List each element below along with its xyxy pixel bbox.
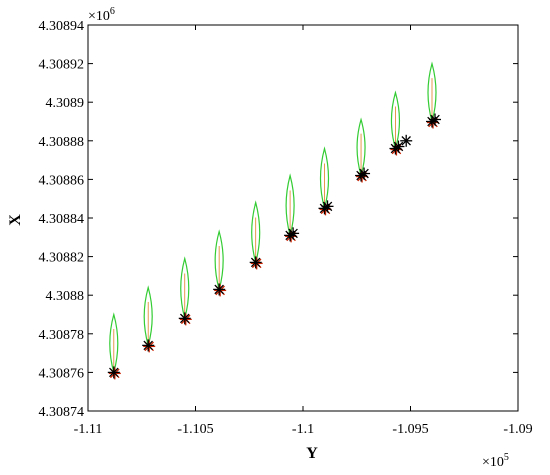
x-tick-label: -1.1: [292, 422, 314, 437]
y-tick-group: 4.30874 4.30876 4.30878 4.3088 4.30882 4.3088…: [39, 19, 518, 420]
data-point-marker: [287, 227, 300, 240]
x-tick-group: -1.11 -1.105 -1.1 -1.095 -1.09: [74, 25, 533, 437]
data-point-marker: [213, 283, 226, 296]
x-tick-label: -1.11: [74, 422, 103, 437]
y-tick-label: 4.3089: [46, 96, 85, 111]
data-point-marker: [429, 113, 441, 126]
y-tick-label: 4.30886: [39, 173, 85, 188]
y-tick-label: 4.30876: [39, 366, 85, 381]
x-tick-label: -1.105: [177, 422, 213, 437]
y-multiplier-exponent: 6: [110, 6, 115, 17]
x-axis-title: Y: [306, 445, 318, 462]
y-tick-label: 4.30892: [39, 58, 85, 73]
y-axis-title: X: [7, 214, 24, 226]
x-multiplier: ×105: [482, 452, 509, 470]
data-point-marker: [178, 312, 191, 325]
plot-area: [87, 24, 519, 412]
y-tick-label: 4.30884: [39, 212, 85, 227]
data-point-marker: [400, 134, 413, 147]
data-point-marker: [142, 339, 155, 352]
marker-group: [107, 113, 441, 380]
data-point-marker: [249, 256, 262, 269]
y-tick-label: 4.30878: [39, 328, 85, 343]
y-tick-label: 4.3088: [46, 289, 85, 304]
y-tick-label: 4.30888: [39, 135, 85, 150]
x-tick-label: -1.09: [503, 422, 532, 437]
y-tick-label: 4.30894: [39, 19, 85, 34]
data-point-marker: [321, 200, 334, 213]
y-tick-label: 4.30882: [39, 251, 85, 266]
data-point-marker: [358, 167, 371, 180]
y-multiplier: ×106: [88, 6, 115, 24]
data-point-marker: [392, 140, 405, 153]
data-point-marker: [107, 366, 120, 379]
x-multiplier-exponent: 5: [504, 452, 509, 463]
x-multiplier-base: ×10: [482, 455, 504, 470]
y-multiplier-base: ×10: [88, 9, 110, 24]
y-tick-label: 4.30874: [39, 405, 85, 420]
x-tick-label: -1.095: [392, 422, 428, 437]
